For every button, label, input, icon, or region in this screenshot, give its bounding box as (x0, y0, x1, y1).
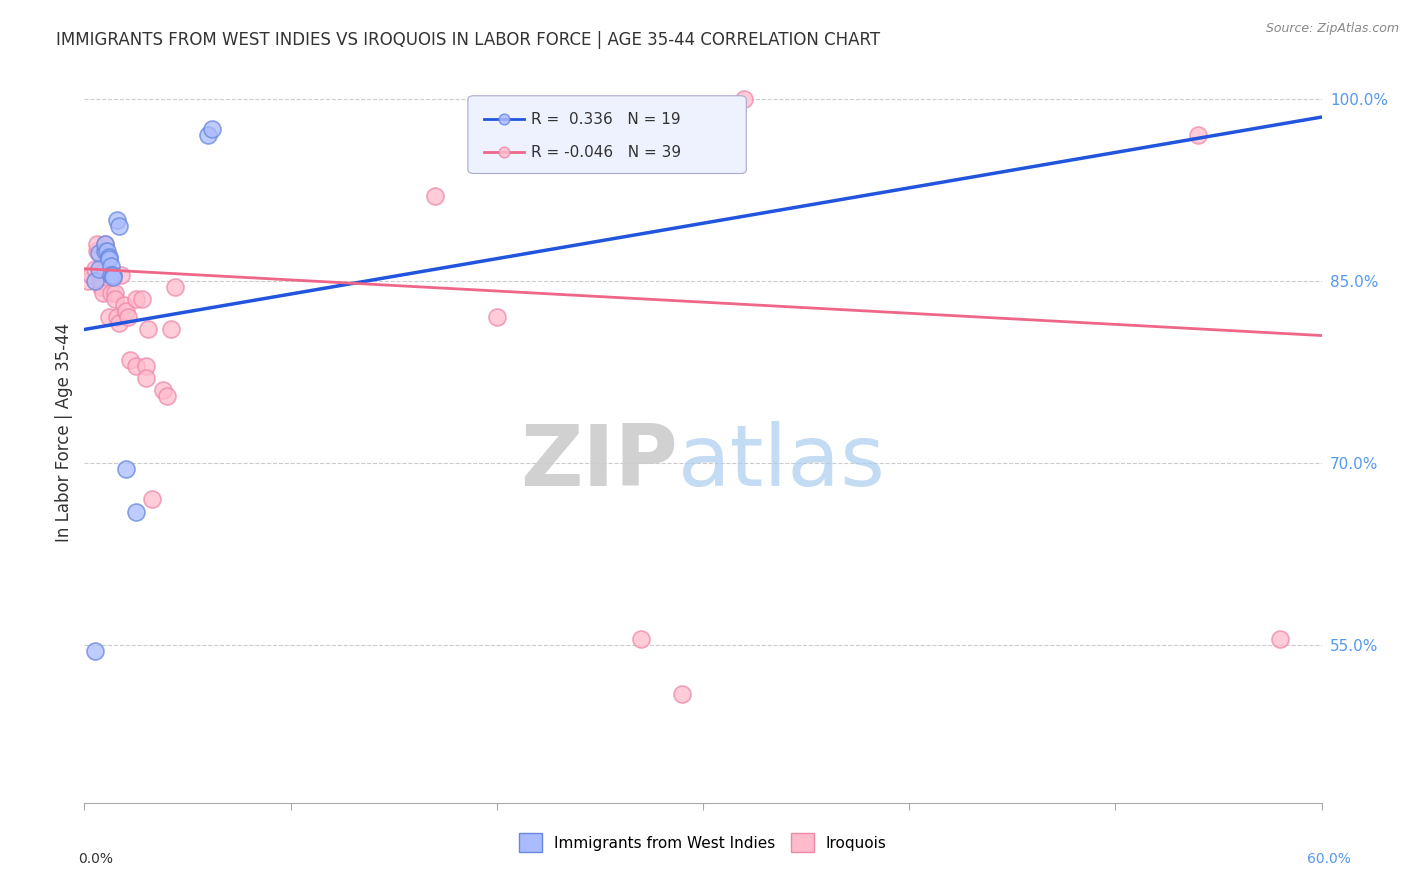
Point (83, 644, 105, 658)
Text: IMMIGRANTS FROM WEST INDIES VS IROQUOIS IN LABOR FORCE | AGE 35-44 CORRELATION C: IMMIGRANTS FROM WEST INDIES VS IROQUOIS … (56, 31, 880, 49)
Point (86, 244, 108, 258)
Point (90, 280, 112, 294)
Point (104, 292, 127, 306)
Point (630, 632, 652, 646)
Point (197, 128, 219, 143)
Point (100, 260, 122, 274)
Point (485, 310, 508, 325)
Point (125, 292, 148, 306)
Point (112, 298, 135, 312)
Point (165, 280, 187, 294)
Point (423, 189, 446, 203)
Point (152, 383, 174, 397)
Legend: Immigrants from West Indies, Iroquois: Immigrants from West Indies, Iroquois (513, 827, 893, 858)
Point (733, 92, 755, 106)
Point (100, 268, 122, 282)
Point (110, 268, 132, 282)
Point (141, 492, 163, 507)
Point (135, 359, 157, 373)
Text: atlas: atlas (678, 421, 886, 504)
Point (98, 252, 121, 266)
Point (98, 250, 121, 264)
Point (87, 261, 110, 276)
Point (201, 122, 224, 136)
Point (135, 371, 157, 385)
Point (94, 261, 117, 276)
Point (108, 317, 131, 331)
Point (671, 687, 693, 701)
Point (98, 310, 121, 325)
Text: 60.0%: 60.0% (1306, 852, 1351, 866)
Point (87, 246, 110, 260)
Point (114, 462, 136, 476)
Point (125, 504, 148, 518)
Point (94, 237, 117, 252)
Point (125, 359, 148, 373)
Point (103, 268, 125, 282)
Point (86, 237, 108, 252)
Point (83, 261, 105, 276)
Point (91, 286, 114, 301)
Point (1270, 632, 1292, 646)
Point (80, 185, 103, 199)
Point (77, 274, 100, 288)
Text: Source: ZipAtlas.com: Source: ZipAtlas.com (1265, 22, 1399, 36)
Point (131, 292, 153, 306)
FancyBboxPatch shape (468, 95, 747, 173)
Point (105, 310, 128, 325)
Point (105, 213, 128, 227)
Point (108, 219, 131, 234)
Point (83, 274, 105, 288)
Point (118, 352, 141, 367)
Text: R =  0.336   N = 19: R = 0.336 N = 19 (531, 112, 681, 127)
Point (80, 239, 103, 253)
Point (117, 310, 139, 325)
Y-axis label: In Labor Force | Age 35-44: In Labor Force | Age 35-44 (55, 323, 73, 542)
Point (156, 389, 179, 403)
Point (114, 304, 136, 318)
Point (90, 274, 112, 288)
Point (96, 244, 118, 258)
Point (94, 244, 117, 258)
Point (100, 286, 122, 301)
Point (103, 270, 125, 285)
Text: 0.0%: 0.0% (79, 852, 112, 866)
Point (160, 322, 183, 336)
Point (1187, 128, 1209, 143)
Point (136, 322, 159, 336)
Text: R = -0.046   N = 39: R = -0.046 N = 39 (531, 145, 681, 160)
Point (94, 237, 117, 252)
Text: ZIP: ZIP (520, 421, 678, 504)
Point (79, 268, 101, 282)
Point (104, 286, 127, 301)
